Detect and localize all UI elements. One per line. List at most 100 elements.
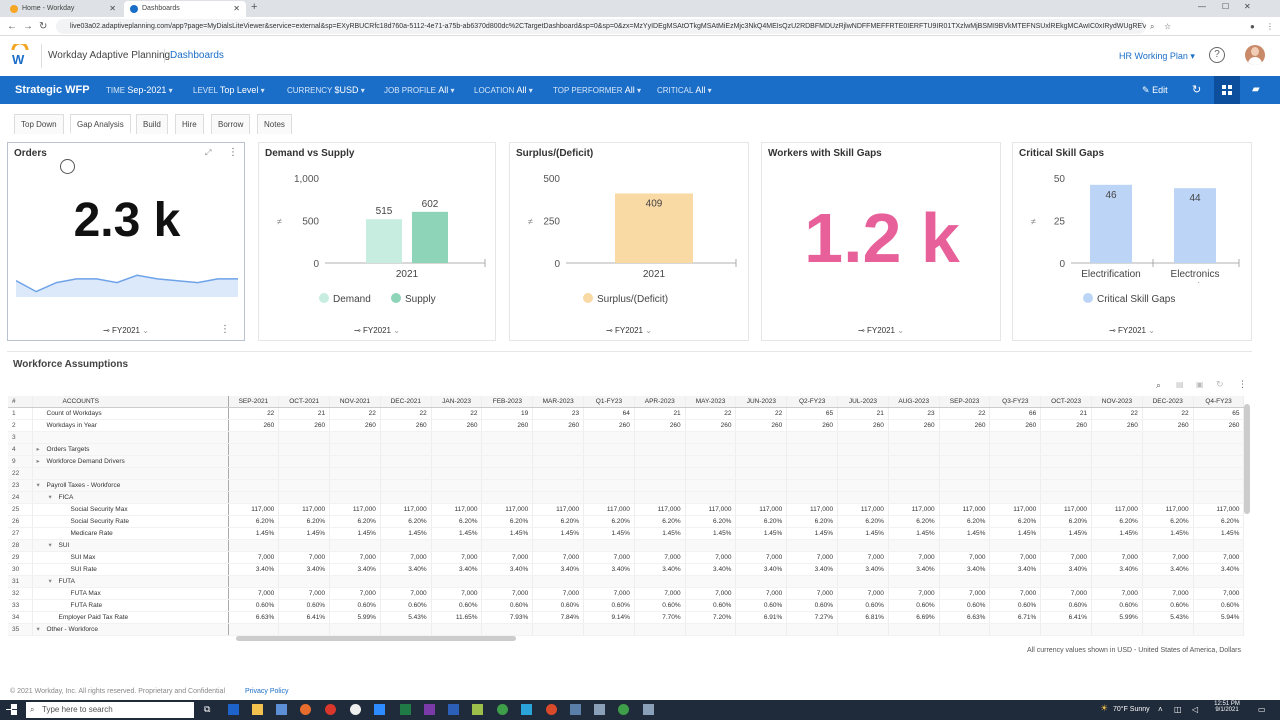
cell[interactable] [1091,575,1143,588]
cell[interactable]: 7,000 [583,551,635,564]
close-icon[interactable]: ✕ [109,4,116,13]
cell[interactable] [1193,575,1244,588]
filter-level[interactable]: LEVEL Top Level ▾ [193,76,265,104]
cell[interactable]: 7,000 [431,551,483,564]
cell[interactable] [989,443,1042,456]
cell[interactable] [1193,455,1244,468]
cell[interactable]: 6.71% [989,611,1042,624]
cell[interactable]: 6.20% [228,515,280,528]
cell[interactable] [939,623,991,636]
cell[interactable] [278,443,331,456]
cell[interactable] [685,467,737,480]
cell[interactable]: 7,000 [532,587,585,600]
cell[interactable]: 7,000 [380,551,432,564]
cell[interactable] [1193,467,1244,480]
cell[interactable]: 5.99% [329,611,381,624]
cell[interactable] [278,479,331,492]
cell[interactable] [329,539,381,552]
cell[interactable]: 117,000 [735,503,788,516]
cell[interactable]: 3.40% [1040,563,1093,576]
cell[interactable] [228,575,280,588]
cell[interactable] [431,431,483,444]
cell[interactable] [532,539,585,552]
cell[interactable] [1040,467,1093,480]
table-row[interactable]: 29 SUI Max 7,000 7,000 7,000 7,000 7,000 7,000 7… [8,551,1244,564]
cell[interactable]: 260 [228,419,280,432]
cell[interactable]: 6.20% [380,515,432,528]
cell[interactable]: 3.40% [1142,563,1194,576]
cell[interactable] [634,443,686,456]
cell[interactable] [329,491,381,504]
cell[interactable] [939,455,991,468]
cell[interactable]: 1.45% [481,527,534,540]
cell[interactable] [735,431,788,444]
cell[interactable] [583,479,635,492]
cell[interactable] [888,431,940,444]
cell[interactable]: 3.40% [786,563,839,576]
cell[interactable] [532,623,585,636]
cell[interactable]: 7,000 [837,587,889,600]
cell[interactable] [583,467,635,480]
cell[interactable] [1142,467,1194,480]
cell[interactable] [1193,431,1244,444]
cell[interactable]: 1.45% [583,527,635,540]
cell[interactable]: 1.45% [837,527,889,540]
cell[interactable] [888,539,940,552]
cell[interactable]: 22 [380,407,432,420]
cell[interactable] [278,539,331,552]
cell[interactable]: 117,000 [481,503,534,516]
cell[interactable] [989,431,1042,444]
cell[interactable]: 3.40% [685,563,737,576]
period-selector[interactable]: ⊸ FY2021 ⌄ [8,326,244,335]
cell[interactable] [685,623,737,636]
cell[interactable]: 64 [583,407,635,420]
cell[interactable] [1091,491,1143,504]
account-name[interactable]: Workdays in Year [32,419,229,432]
cell[interactable]: 260 [1040,419,1093,432]
cell[interactable]: 117,000 [532,503,585,516]
cell[interactable]: 1.45% [329,527,381,540]
plan-selector[interactable]: HR Working Plan ▾ [1119,51,1195,62]
cell[interactable]: 260 [735,419,788,432]
tab-borrow[interactable]: Borrow [211,114,251,134]
cell[interactable] [786,431,839,444]
cell[interactable] [989,479,1042,492]
cell[interactable] [329,479,381,492]
cell[interactable]: 350 [939,635,991,636]
cell[interactable]: 1.45% [685,527,737,540]
cell[interactable]: 21 [634,407,686,420]
cell[interactable]: 1.45% [278,527,331,540]
column-header[interactable]: OCT-2021 [278,396,331,408]
cell[interactable] [228,623,280,636]
cell[interactable] [837,467,889,480]
cell[interactable]: 6.20% [278,515,331,528]
cell[interactable]: 6.20% [837,515,889,528]
cell[interactable] [1091,479,1143,492]
cell[interactable]: 6.41% [1040,611,1093,624]
zoom-app-icon[interactable] [374,704,385,715]
cell[interactable]: 260 [1091,419,1143,432]
workers-skill-gaps-card[interactable]: Workers with Skill Gaps 1.2 k ⊸ FY2021 ⌄ [761,142,1001,341]
table-row[interactable]: 4 ▸ Orders Targets [8,443,1244,456]
cell[interactable]: 22 [1091,407,1143,420]
back-icon[interactable]: ← [7,21,17,32]
cell[interactable]: 7,000 [228,587,280,600]
cell[interactable] [888,467,940,480]
cell[interactable] [685,491,737,504]
table-row[interactable]: 31 ▾ FUTA [8,575,1244,588]
cell[interactable]: 350 [329,635,381,636]
critical-skill-gaps-card[interactable]: Critical Skill Gaps 50 25 0 ≠ 46 Electrificat… [1012,142,1252,341]
cell[interactable] [1193,443,1244,456]
table-row[interactable]: 1 Count of Workdays 22 21 22 22 22 19 23 64 21 22 22… [8,407,1244,420]
cell[interactable]: 7,000 [685,551,737,564]
vertical-scrollbar[interactable] [1244,404,1250,514]
tab-top-down[interactable]: Top Down [14,114,64,134]
onenote-icon[interactable] [424,704,435,715]
cell[interactable]: 350 [786,635,839,636]
cell[interactable]: 3.40% [481,563,534,576]
cell[interactable]: 3.40% [431,563,483,576]
cell[interactable]: 0.60% [228,599,280,612]
cell[interactable]: 7,000 [1091,551,1143,564]
cell[interactable]: 260 [329,419,381,432]
cell[interactable] [939,431,991,444]
